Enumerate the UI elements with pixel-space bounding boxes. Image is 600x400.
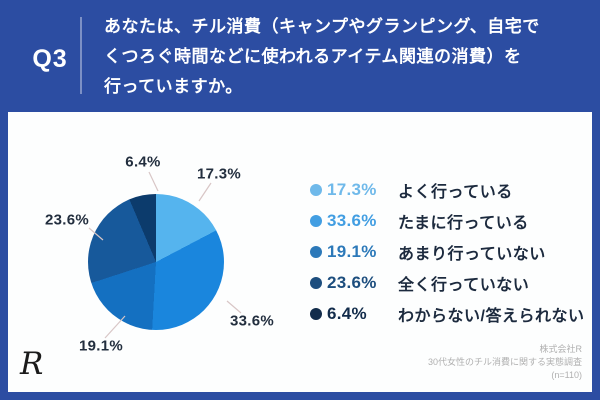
legend-row: 19.1% あまり行っていない	[308, 236, 584, 267]
legend-row: 33.6% たまに行っている	[308, 205, 584, 236]
chart-legend: 17.3% よく行っている 33.6% たまに行っている 19.1% あまり行っ…	[308, 174, 584, 329]
question-header: Q3 あなたは、チル消費（キャンプやグランピング、自宅で くつろぐ時間などに使わ…	[0, 0, 600, 112]
leader-line-33-6	[226, 300, 242, 314]
pie-callout-17-3: 17.3%	[196, 165, 242, 183]
legend-percent: 19.1%	[327, 241, 377, 261]
legend-dot	[310, 245, 322, 258]
legend-label: たまに行っている	[398, 214, 529, 232]
legend-dot	[310, 307, 322, 320]
legend-percent: 23.6%	[327, 272, 377, 292]
legend-label: わからない/答えられない	[398, 307, 585, 325]
header-divider	[80, 17, 82, 94]
chart-panel: 17.3% 33.6% 19.1% 23.6% 6.4% 17.3% よく行って…	[8, 112, 592, 392]
pie-callout-33-6: 33.6%	[229, 312, 275, 330]
leader-line-6-4	[148, 171, 159, 192]
legend-percent: 33.6%	[327, 210, 377, 230]
r-logo: R	[20, 346, 44, 382]
legend-label: よく行っている	[398, 183, 513, 201]
leader-line-17-3	[198, 182, 212, 202]
pie-chart	[88, 194, 224, 330]
pie-callout-6-4: 6.4%	[125, 153, 161, 171]
pie-callout-23-6: 23.6%	[44, 211, 90, 229]
legend-percent: 6.4%	[327, 303, 367, 323]
legend-label: あまり行っていない	[398, 245, 546, 263]
legend-dot	[310, 183, 322, 196]
pie-callout-19-1: 19.1%	[78, 337, 124, 355]
legend-row: 6.4% わからない/答えられない	[308, 298, 584, 329]
legend-percent: 17.3%	[327, 179, 377, 199]
legend-row: 23.6% 全く行っていない	[308, 267, 584, 298]
source-note: 株式会社R 30代女性のチル消費に関する実態調査 (n=110)	[427, 344, 582, 380]
legend-row: 17.3% よく行っている	[308, 174, 584, 205]
legend-dot	[310, 214, 322, 227]
question-text: あなたは、チル消費（キャンプやグランピング、自宅で くつろぐ時間などに使われるア…	[104, 17, 540, 96]
legend-dot	[310, 276, 322, 289]
question-number: Q3	[32, 45, 68, 73]
legend-label: 全く行っていない	[398, 276, 530, 294]
